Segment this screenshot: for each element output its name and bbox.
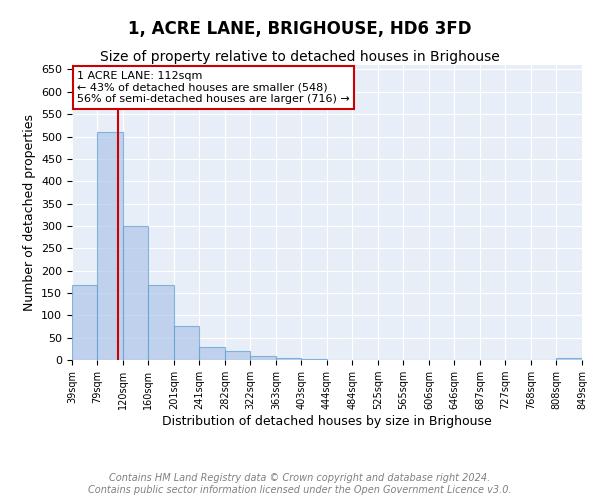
Bar — [250, 356, 276, 360]
Bar — [301, 358, 327, 360]
Text: 1 ACRE LANE: 112sqm
← 43% of detached houses are smaller (548)
56% of semi-detac: 1 ACRE LANE: 112sqm ← 43% of detached ho… — [77, 71, 350, 104]
Y-axis label: Number of detached properties: Number of detached properties — [23, 114, 35, 311]
Bar — [556, 358, 582, 360]
Text: 1, ACRE LANE, BRIGHOUSE, HD6 3FD: 1, ACRE LANE, BRIGHOUSE, HD6 3FD — [128, 20, 472, 38]
Text: Size of property relative to detached houses in Brighouse: Size of property relative to detached ho… — [100, 50, 500, 64]
Bar — [225, 351, 250, 360]
Bar — [123, 226, 148, 360]
Bar — [174, 326, 199, 360]
Bar — [276, 358, 301, 360]
Bar — [72, 286, 97, 360]
Bar — [199, 346, 225, 360]
X-axis label: Distribution of detached houses by size in Brighouse: Distribution of detached houses by size … — [162, 415, 492, 428]
Text: Contains HM Land Registry data © Crown copyright and database right 2024.
Contai: Contains HM Land Registry data © Crown c… — [88, 474, 512, 495]
Bar — [148, 286, 174, 360]
Bar — [97, 132, 123, 360]
